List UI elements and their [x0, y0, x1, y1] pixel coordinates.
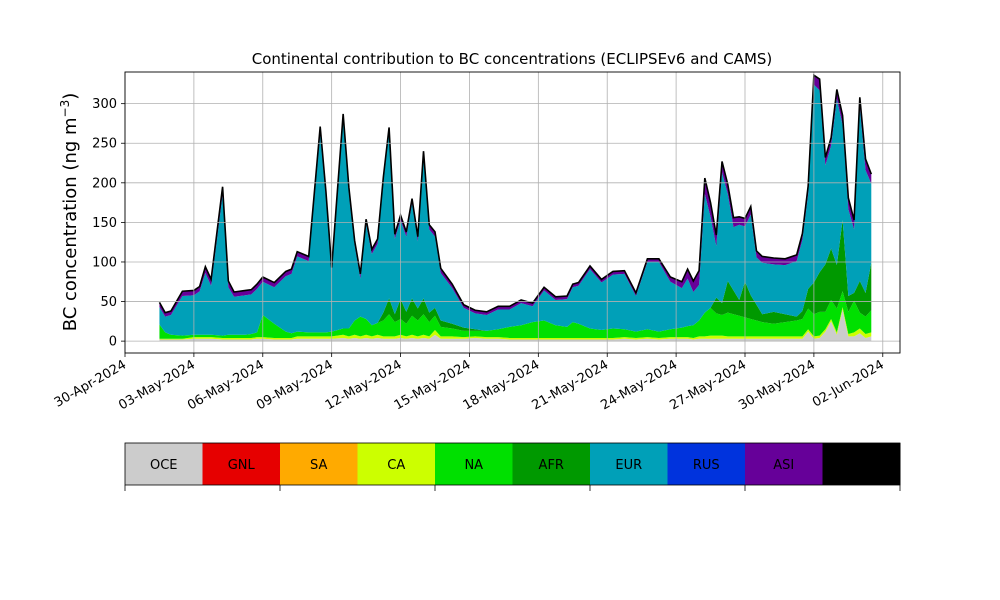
area-eur [159, 84, 872, 336]
stacked-areas [158, 73, 873, 342]
x-tick-label: 06-May-2024 [185, 357, 267, 413]
area-na [159, 291, 872, 339]
legend-swatch-sa [280, 443, 358, 485]
y-axis-label-suffix: ) [60, 93, 81, 100]
legend-swatch-aus [822, 443, 901, 485]
y-tick-label: 300 [92, 97, 117, 112]
x-tick-label: 27-May-2024 [667, 357, 749, 413]
x-tick-label: 24-May-2024 [598, 357, 680, 413]
legend-label-ca: CA [387, 458, 405, 473]
colorbar-legend: OCE GNL SA CA NA AFR EUR RUS ASI AUS [124, 442, 901, 491]
x-tick-label: 18-May-2024 [461, 357, 543, 413]
legend-swatch-ca [357, 443, 436, 485]
x-tick-label: 21-May-2024 [530, 357, 612, 413]
legend-label-eur: EUR [615, 458, 642, 473]
legend-swatch-afr [512, 443, 591, 485]
legend-label-afr: AFR [539, 458, 564, 473]
y-tick-label: 250 [92, 137, 117, 152]
legend-label-aus: AUS [848, 458, 875, 473]
y-tick-label: 0 [109, 335, 117, 350]
x-tick-label: 02-Jun-2024 [810, 357, 887, 410]
area-asi [159, 75, 872, 317]
colorbar-frame [124, 442, 901, 486]
legend-swatch-na [435, 443, 513, 485]
legend-label-oce: OCE [150, 458, 178, 473]
x-tick-label: 30-May-2024 [736, 357, 818, 413]
y-axis-label-superscript: −3 [58, 100, 72, 118]
y-tick-label: 150 [92, 216, 117, 231]
legend-label-asi: ASI [773, 458, 794, 473]
chart-title: Continental contribution to BC concentra… [252, 50, 773, 68]
y-axis-label: BC concentration (ng m−3) [58, 93, 81, 332]
axes-frame [124, 71, 901, 354]
legend-label-rus: RUS [693, 458, 720, 473]
legend-label-na: NA [464, 458, 483, 473]
legend-swatch-gnl [202, 443, 281, 485]
y-axis-label-main: BC concentration (ng m [60, 117, 81, 331]
legend-swatch-rus [667, 443, 746, 485]
legend-label-sa: SA [310, 458, 327, 473]
y-tick-label: 100 [92, 255, 117, 270]
x-tick-label: 09-May-2024 [254, 357, 336, 413]
plot-area: 05010015020025030030-Apr-202403-May-2024… [52, 71, 901, 413]
x-tick-label: 15-May-2024 [392, 357, 474, 413]
legend-swatch-asi [745, 443, 823, 485]
legend-swatch-eur [590, 443, 668, 485]
x-tick-label: 03-May-2024 [116, 357, 198, 413]
y-tick-label: 50 [100, 295, 117, 310]
y-tick-label: 200 [92, 176, 117, 191]
legend-swatch-oce [125, 443, 203, 485]
total-line [158, 73, 873, 314]
x-tick-label: 12-May-2024 [323, 357, 405, 413]
legend-label-gnl: GNL [228, 458, 256, 473]
